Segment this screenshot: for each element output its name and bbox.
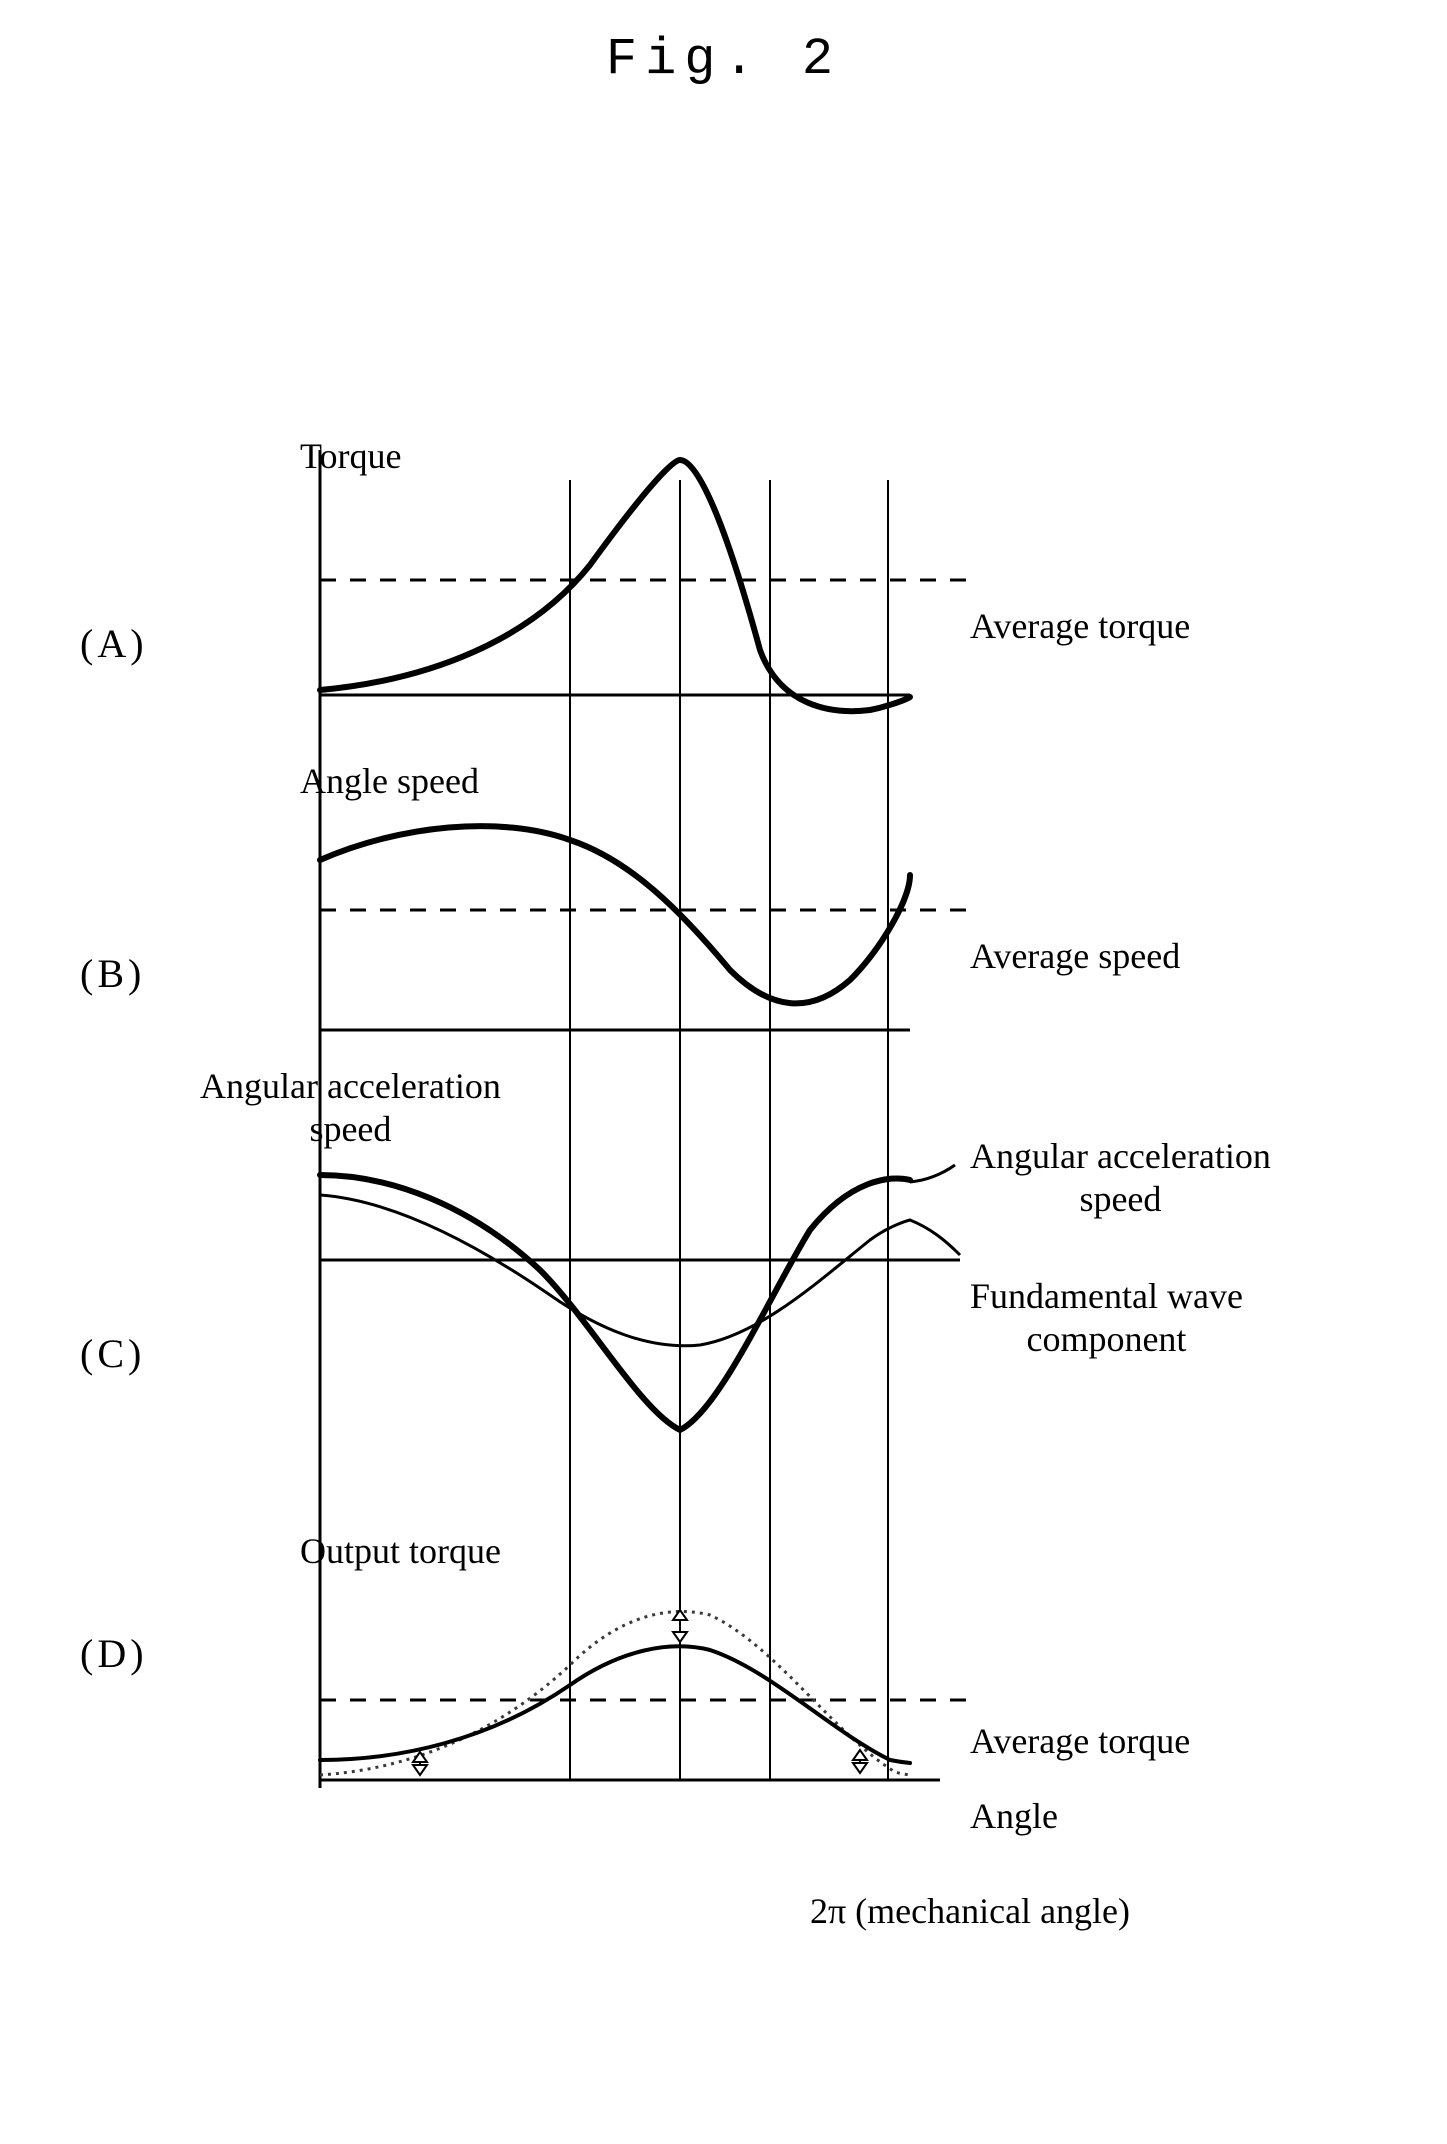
gap-marker-right xyxy=(853,1750,867,1773)
panel-label-A: (A) xyxy=(80,620,148,667)
panel-B-curve xyxy=(320,826,910,1003)
panel-A xyxy=(320,460,970,711)
panel-C-leader-2 xyxy=(910,1220,960,1255)
figure-title: Fig. 2 xyxy=(0,30,1447,89)
x-axis-caption: 2π (mechanical angle) xyxy=(810,1890,1130,1932)
figure-svg xyxy=(270,450,1170,1860)
panel-D-solid-curve xyxy=(320,1646,910,1763)
page: Fig. 2 (A) (B) (C) (D) Torque Angle spee… xyxy=(0,0,1447,2144)
panel-C-accel xyxy=(320,1175,910,1430)
panel-B xyxy=(320,826,970,1030)
panel-label-C: (C) xyxy=(80,1330,145,1377)
panel-label-D: (D) xyxy=(80,1630,148,1677)
panel-label-B: (B) xyxy=(80,950,145,997)
panel-D xyxy=(320,1610,970,1780)
panel-A-curve xyxy=(320,460,910,711)
panel-C-leader-1 xyxy=(910,1165,955,1182)
panel-C xyxy=(320,1165,960,1430)
gap-marker-mid xyxy=(673,1610,687,1642)
